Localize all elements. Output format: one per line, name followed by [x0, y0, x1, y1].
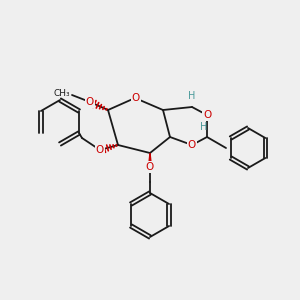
Text: O: O: [188, 140, 196, 150]
Text: O: O: [132, 93, 140, 103]
Polygon shape: [148, 153, 152, 167]
Text: O: O: [146, 162, 154, 172]
Text: O: O: [203, 110, 211, 120]
Text: H: H: [200, 122, 208, 132]
Text: O: O: [96, 145, 104, 155]
Text: O: O: [86, 97, 94, 107]
Text: CH₃: CH₃: [53, 89, 70, 98]
Text: H: H: [188, 91, 196, 101]
